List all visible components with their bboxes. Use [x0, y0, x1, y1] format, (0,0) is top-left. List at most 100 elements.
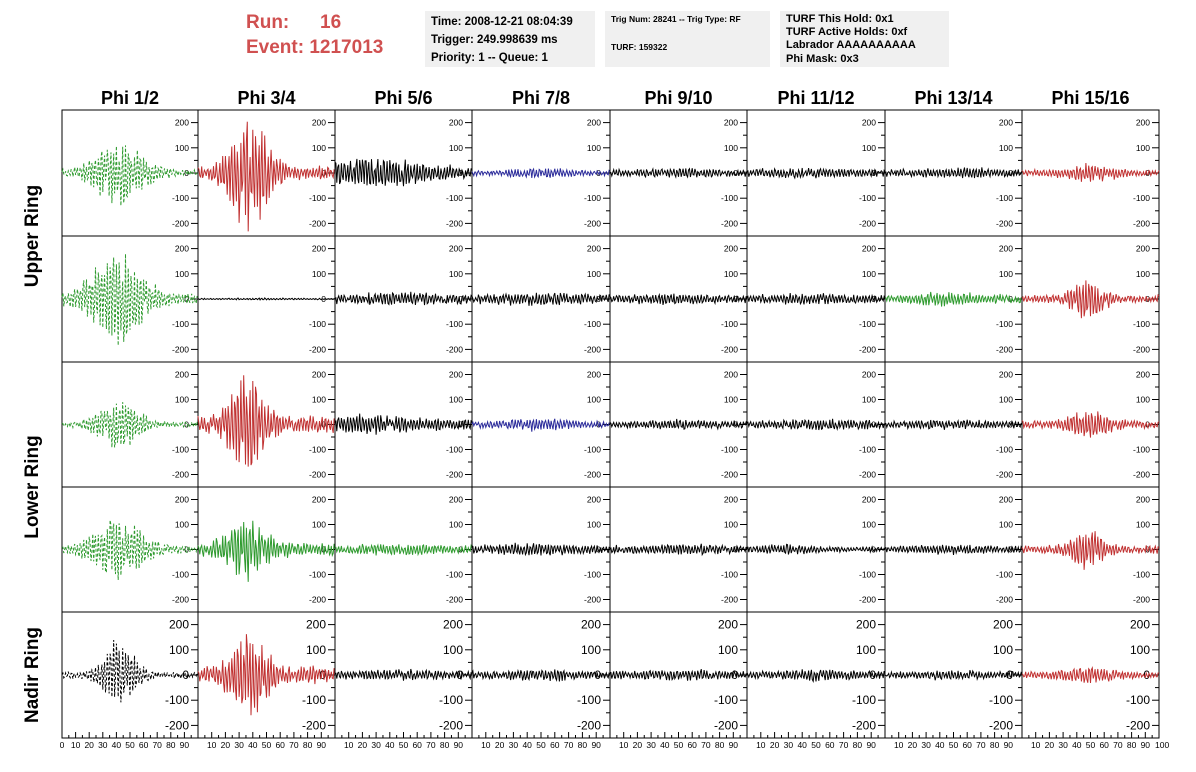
- y-tick-label: 100: [856, 643, 876, 657]
- y-tick-label: -100: [584, 319, 601, 329]
- y-tick-label: -200: [859, 595, 876, 605]
- x-tick-label: 90: [180, 740, 190, 750]
- y-tick-label: -200: [172, 470, 189, 480]
- y-tick-label: -100: [1133, 319, 1150, 329]
- y-tick-label: 0: [1145, 168, 1150, 178]
- y-tick-label: 100: [862, 520, 876, 530]
- waveform-r1-c1: [61, 145, 199, 206]
- column-header-6: Phi 11/12: [777, 88, 854, 108]
- x-tick-label: 90: [866, 740, 876, 750]
- priority-text: Priority: 1 -- Queue: 1: [431, 52, 548, 64]
- y-tick-label: 200: [449, 118, 463, 128]
- y-tick-label: 0: [871, 545, 876, 555]
- y-tick-label: 200: [175, 118, 189, 128]
- x-tick-label: 50: [399, 740, 409, 750]
- y-tick-label: -200: [1133, 218, 1150, 228]
- y-tick-label: -200: [309, 344, 326, 354]
- y-tick-label: 0: [458, 294, 463, 304]
- waveform-r1-c5: [609, 167, 748, 179]
- y-tick-label: 0: [1008, 168, 1013, 178]
- time-trigger-box: Time: 2008-12-21 08:04:39 Trigger: 249.9…: [425, 11, 595, 67]
- y-tick-label: 0: [731, 668, 738, 682]
- x-tick-label: 20: [221, 740, 231, 750]
- y-tick-label: 100: [587, 520, 601, 530]
- y-tick-label: -200: [721, 595, 738, 605]
- y-tick-label: 100: [449, 395, 463, 405]
- x-tick-label: 60: [412, 740, 422, 750]
- column-header-1: Phi 1/2: [101, 88, 159, 108]
- y-tick-label: -200: [1133, 595, 1150, 605]
- waveform-r4-c2: [197, 520, 336, 582]
- y-tick-label: -100: [577, 693, 601, 707]
- x-tick-label: 70: [976, 740, 986, 750]
- x-tick-label: 30: [234, 740, 244, 750]
- x-tick-label: 40: [112, 740, 122, 750]
- waveform-r4-c7: [884, 544, 1023, 556]
- y-tick-label: 100: [724, 395, 738, 405]
- x-tick-label: 30: [371, 740, 381, 750]
- turf-this-hold-text: TURF This Hold: 0x1: [786, 13, 894, 25]
- y-tick-label: 200: [718, 618, 738, 632]
- y-tick-label: -100: [996, 319, 1013, 329]
- waveform-r4-c1: [61, 520, 199, 581]
- y-tick-label: 200: [175, 244, 189, 254]
- waveform-r1-c3: [334, 158, 473, 187]
- y-tick-label: -100: [721, 445, 738, 455]
- y-tick-label: 200: [587, 118, 601, 128]
- y-tick-label: 200: [999, 495, 1013, 505]
- waveform-r3-c1: [61, 402, 199, 448]
- y-tick-label: 200: [856, 618, 876, 632]
- waveform-r5-c4: [471, 668, 611, 682]
- y-tick-label: 200: [1130, 618, 1150, 632]
- y-tick-label: 0: [733, 168, 738, 178]
- column-header-5: Phi 9/10: [644, 88, 712, 108]
- waveform-r4-c5: [609, 543, 748, 557]
- waveform-r2-c8: [1021, 280, 1160, 319]
- waveform-r3-c6: [746, 418, 886, 432]
- y-tick-label: -100: [721, 319, 738, 329]
- y-tick-label: 100: [1136, 269, 1150, 279]
- y-tick-label: 200: [312, 244, 326, 254]
- y-tick-label: 0: [871, 420, 876, 430]
- y-tick-label: -100: [309, 193, 326, 203]
- x-tick-label: 10: [894, 740, 904, 750]
- y-tick-label: 200: [862, 118, 876, 128]
- x-tick-label: 90: [591, 740, 601, 750]
- waveform-r5-c7: [884, 669, 1023, 682]
- y-tick-label: 0: [184, 294, 189, 304]
- x-tick-label: 40: [660, 740, 670, 750]
- y-tick-label: -200: [309, 595, 326, 605]
- y-tick-label: 200: [1136, 118, 1150, 128]
- x-tick-label: 20: [633, 740, 643, 750]
- column-header-7: Phi 13/14: [914, 88, 992, 108]
- y-tick-label: 100: [1136, 520, 1150, 530]
- y-tick-label: 100: [587, 395, 601, 405]
- x-tick-label: 80: [440, 740, 450, 750]
- y-tick-label: -100: [172, 319, 189, 329]
- run-label: Run:: [246, 12, 290, 33]
- y-tick-label: 200: [306, 618, 326, 632]
- x-tick-label: 10: [344, 740, 354, 750]
- waveform-r2-c7: [884, 291, 1023, 307]
- waveform-r1-c7: [884, 167, 1023, 179]
- waveform-r5-c2: [197, 634, 336, 716]
- x-tick-label: 30: [646, 740, 656, 750]
- x-tick-label: 80: [166, 740, 176, 750]
- x-tick-label: 30: [784, 740, 794, 750]
- y-tick-label: -200: [446, 218, 463, 228]
- y-tick-label: 100: [862, 143, 876, 153]
- y-tick-label: 0: [733, 420, 738, 430]
- y-tick-label: 200: [449, 244, 463, 254]
- y-tick-label: 100: [862, 269, 876, 279]
- x-tick-label: 40: [248, 740, 258, 750]
- y-tick-label: 100: [993, 643, 1013, 657]
- x-tick-label: 70: [426, 740, 436, 750]
- y-tick-label: 0: [321, 168, 326, 178]
- y-tick-label: -200: [577, 718, 601, 732]
- y-tick-label: 0: [319, 668, 326, 682]
- waveform-r4-c8: [1021, 531, 1160, 570]
- y-tick-label: -200: [172, 595, 189, 605]
- y-tick-label: -200: [584, 218, 601, 228]
- waveform-r3-c2: [197, 375, 336, 467]
